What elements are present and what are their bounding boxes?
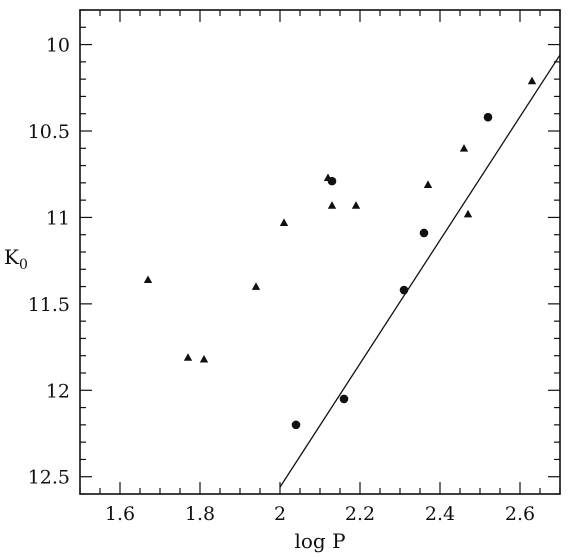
x-tick-labels: 1.6 1.8 2 2.2 2.4 2.6	[105, 503, 535, 525]
y-tick-label: 12	[46, 380, 70, 402]
y-axis-label-sub: 0	[19, 257, 28, 273]
triangle-point	[183, 353, 193, 361]
axis-ticks	[79, 9, 561, 495]
circle-point	[483, 112, 493, 122]
x-tick-label: 2.6	[505, 503, 535, 525]
plot-frame	[79, 9, 561, 495]
triangle-point	[459, 144, 469, 152]
triangle-point	[251, 282, 261, 290]
y-tick-label: 10	[46, 35, 70, 57]
triangle-point	[199, 354, 209, 363]
y-tick-label: 12.5	[28, 467, 70, 489]
triangle-point	[527, 76, 537, 85]
circle-point	[399, 285, 409, 295]
x-tick-label: 2	[274, 503, 286, 525]
triangle-point	[279, 218, 289, 226]
triangle-point	[463, 209, 473, 218]
data-points	[143, 76, 537, 430]
x-tick-label: 1.6	[105, 503, 135, 525]
circle-point	[291, 420, 301, 430]
circle-point	[327, 176, 337, 186]
x-tick-label: 2.2	[345, 503, 375, 525]
y-axis-label: K0	[4, 245, 28, 273]
x-tick-label: 1.8	[185, 503, 215, 525]
triangle-point	[143, 275, 153, 284]
y-tick-labels: 10 10.5 11 11.5 12 12.5	[28, 35, 70, 489]
circle-point	[419, 228, 429, 238]
circle-point	[339, 394, 349, 404]
fit-line	[279, 54, 561, 488]
y-tick-label: 11	[46, 207, 70, 229]
triangle-point	[423, 180, 433, 188]
x-tick-label: 2.4	[425, 503, 455, 525]
x-axis-label: log P	[294, 529, 345, 553]
triangle-point	[351, 201, 361, 209]
y-tick-label: 10.5	[28, 121, 70, 143]
y-axis-label-main: K	[4, 245, 20, 269]
y-tick-label: 11.5	[28, 294, 70, 316]
triangle-point	[327, 201, 337, 209]
